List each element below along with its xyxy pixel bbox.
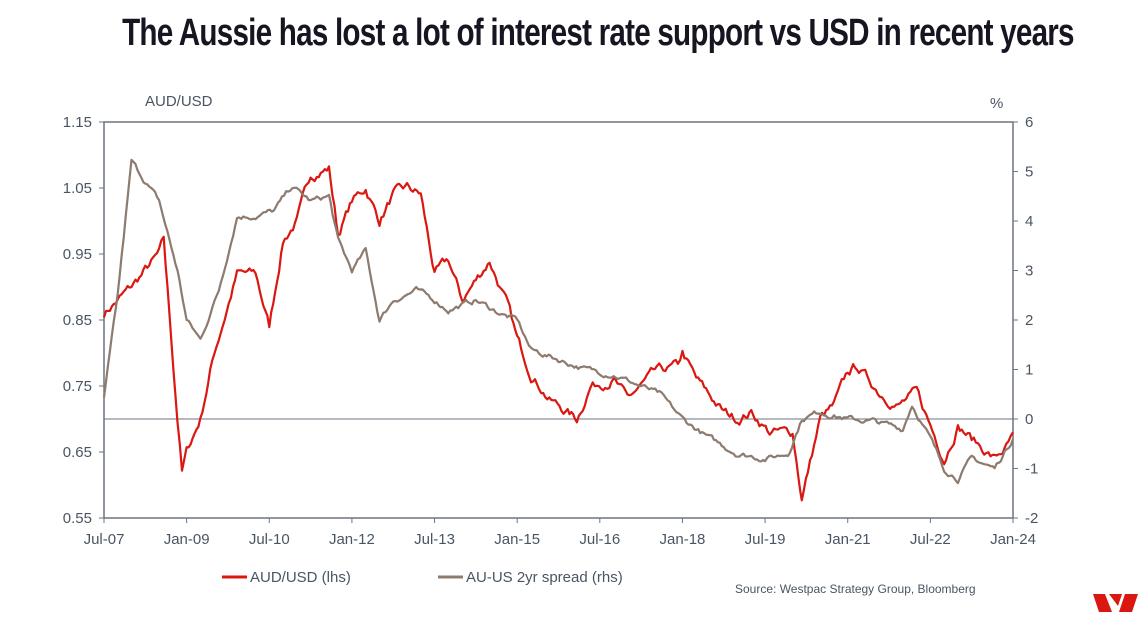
- x-tick-label: Jul-19: [745, 531, 786, 548]
- right-tick-label: -2: [1025, 510, 1038, 527]
- left-tick-label: 1.15: [63, 114, 92, 131]
- x-tick-label: Jul-10: [249, 531, 290, 548]
- right-tick-label: 4: [1025, 213, 1033, 230]
- left-tick-label: 0.75: [63, 378, 92, 395]
- legend-label: AU-US 2yr spread (rhs): [466, 569, 623, 586]
- right-axis-label: %: [990, 95, 1003, 112]
- x-tick-label: Jan-24: [990, 531, 1036, 548]
- right-tick-label: 6: [1025, 114, 1033, 131]
- right-tick-label: 2: [1025, 312, 1033, 329]
- source-note: Source: Westpac Strategy Group, Bloomber…: [735, 582, 976, 596]
- legend-label: AUD/USD (lhs): [250, 569, 351, 586]
- x-tick-label: Jan-21: [825, 531, 871, 548]
- right-tick-label: 1: [1025, 362, 1033, 379]
- x-tick-label: Jul-16: [579, 531, 620, 548]
- right-tick-label: 3: [1025, 263, 1033, 280]
- right-tick-label: 5: [1025, 164, 1033, 181]
- right-tick-label: -1: [1025, 461, 1038, 478]
- x-tick-label: Jan-15: [494, 531, 540, 548]
- left-tick-label: 0.65: [63, 444, 92, 461]
- x-tick-label: Jan-12: [329, 531, 375, 548]
- series-line-spread: [102, 158, 1015, 485]
- left-tick-label: 0.85: [63, 312, 92, 329]
- x-tick-label: Jan-09: [164, 531, 210, 548]
- westpac-logo-icon: [1093, 594, 1138, 612]
- x-tick-label: Jan-18: [660, 531, 706, 548]
- left-tick-label: 0.95: [63, 246, 92, 263]
- right-tick-label: 0: [1025, 411, 1033, 428]
- x-tick-label: Jul-22: [910, 531, 951, 548]
- left-axis-label: AUD/USD: [145, 93, 213, 110]
- plot-frame: [103, 121, 1014, 519]
- left-tick-label: 0.55: [63, 510, 92, 527]
- x-tick-label: Jul-07: [84, 531, 125, 548]
- series-line-audusd: [102, 165, 1014, 502]
- chart-title: The Aussie has lost a lot of interest ra…: [122, 12, 1074, 54]
- left-tick-label: 1.05: [63, 180, 92, 197]
- x-tick-label: Jul-13: [414, 531, 455, 548]
